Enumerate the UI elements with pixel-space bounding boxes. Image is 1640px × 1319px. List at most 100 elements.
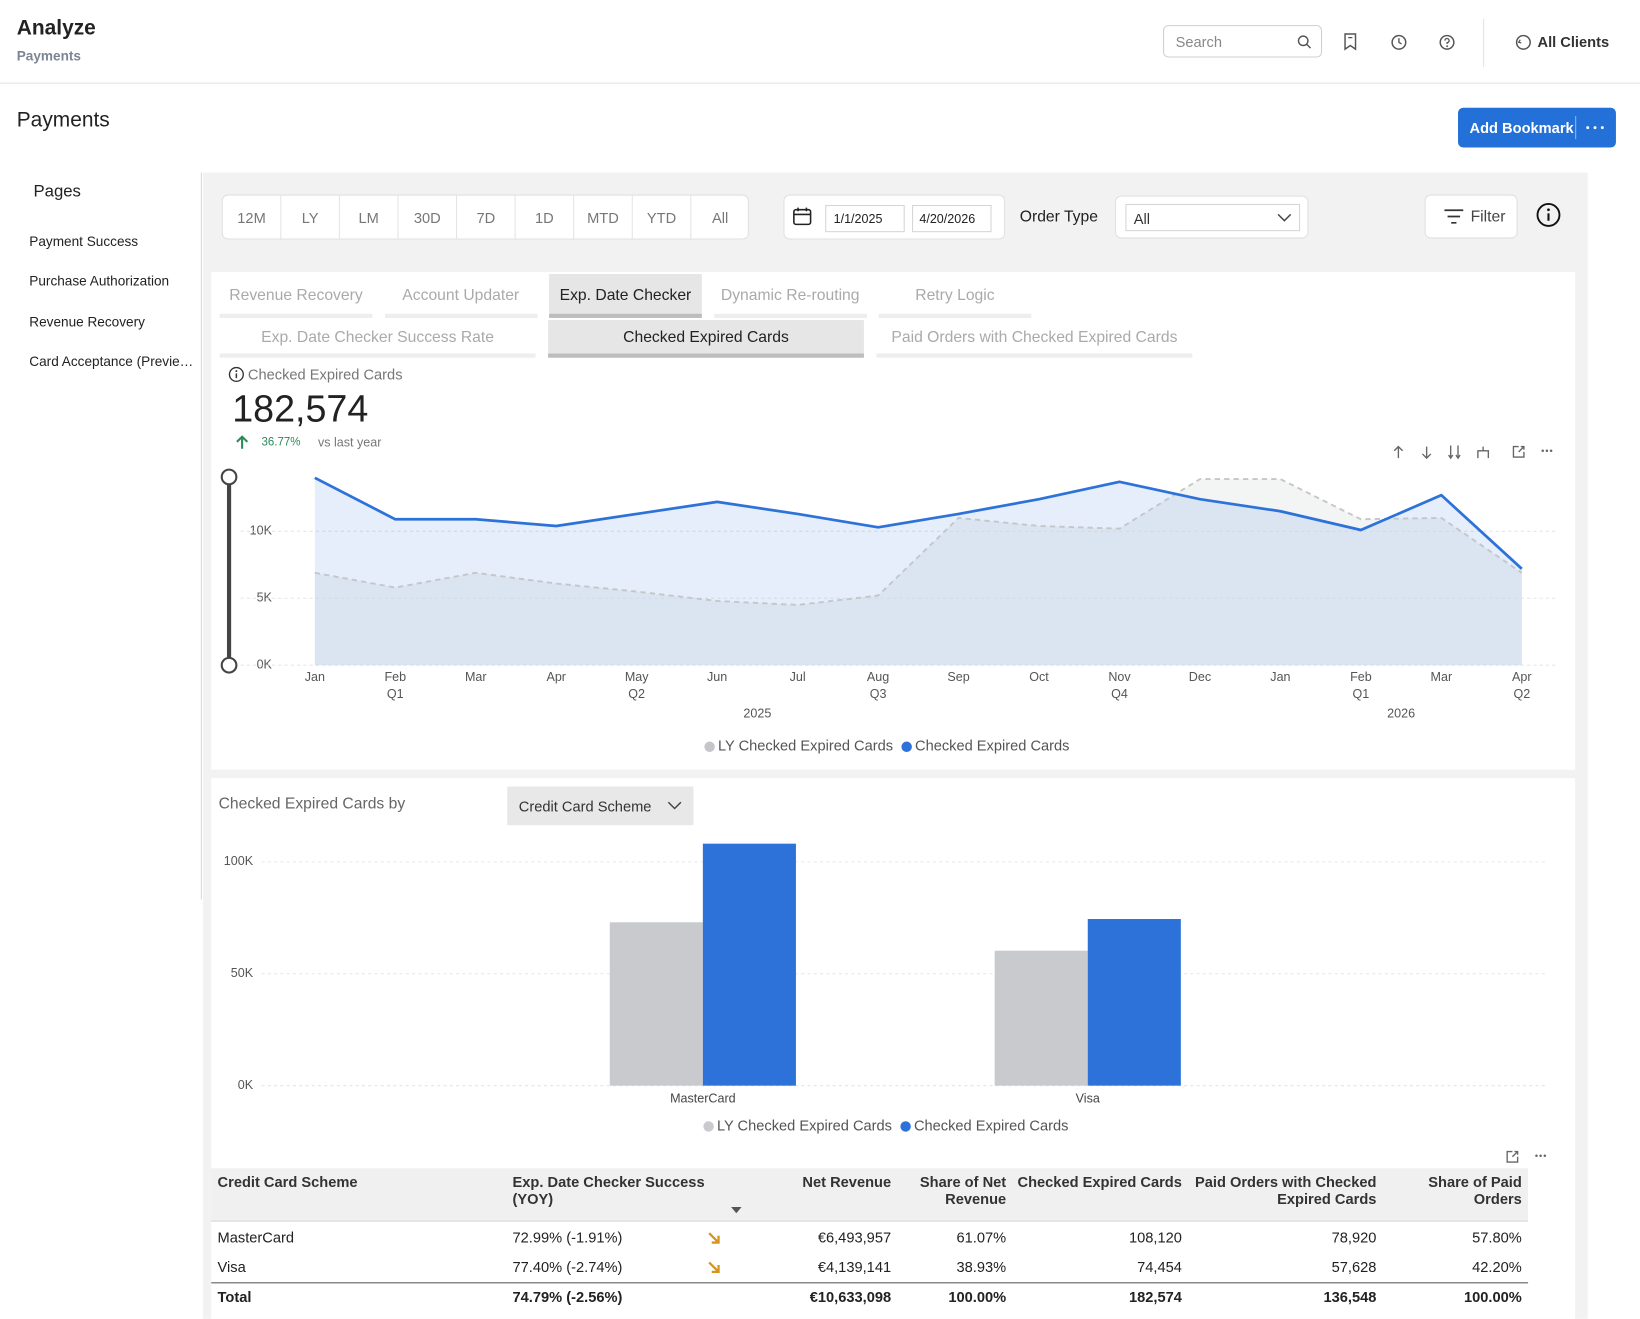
x-tick-label: Jul [790,670,806,684]
sub-tab[interactable]: Paid Orders with Checked Expired Cards [876,320,1193,358]
legend-marker [901,741,912,753]
x-tick-label: Oct [1029,670,1049,684]
start-date[interactable]: 1/1/2025 [825,205,905,233]
sidebar-item[interactable]: Revenue Recovery [29,313,145,330]
column-header[interactable]: Share of Paid Orders [1428,1173,1522,1207]
tab[interactable]: Retry Logic [878,274,1032,318]
add-bookmark-button[interactable]: Add Bookmark [1458,107,1616,148]
column-header[interactable]: Net Revenue [802,1173,892,1191]
sidebar-item[interactable]: Payment Success [29,233,139,249]
x-tick-label: Jan [1270,670,1290,684]
period-button[interactable]: 12M [223,195,282,239]
kpi-change: 36.77% [261,436,301,449]
column-header[interactable]: Share of Net Revenue [919,1173,1007,1207]
legend-marker [703,1121,714,1132]
range-slider[interactable] [220,468,238,674]
period-button[interactable]: All [691,196,747,239]
legend-marker [704,741,715,753]
focus-icon[interactable] [1512,445,1525,458]
total-divider [211,1282,1529,1284]
period-button[interactable]: MTD [574,195,633,239]
app-title: Analyze [16,16,96,40]
x-tick-label: Visa [1076,1092,1100,1106]
table-cell: 108,120 [1128,1228,1182,1246]
x-tick-label: Sep [947,670,969,684]
column-header[interactable]: Credit Card Scheme [217,1173,358,1191]
kpi-info-icon[interactable] [228,366,245,383]
x-tick-label: Jan [305,670,325,684]
x-tick-label: Aug [867,670,889,684]
bookmarks-icon[interactable] [1342,32,1359,51]
legend: LY Checked Expired Cards Checked Expired … [704,739,1069,755]
calendar-icon[interactable] [792,206,813,227]
more-options[interactable] [1535,449,1553,1157]
area-fill [314,479,1522,666]
table-cell: MasterCard [217,1228,295,1246]
dropdown-field: All [1125,203,1301,232]
all-clients[interactable]: All Clients [1537,33,1610,51]
chevron [667,801,682,810]
line [314,478,1523,606]
tab[interactable]: Dynamic Re-routing [713,274,867,318]
period-button[interactable]: 7D [457,195,516,239]
period-button[interactable]: LY [281,195,340,239]
button-label: Add Bookmark [1469,119,1574,136]
drill-up-icon[interactable] [1393,445,1404,459]
period-button[interactable]: 1D [516,195,575,239]
table-cell: 38.93% [956,1258,1007,1275]
more-icon[interactable] [1585,124,1606,130]
column-header[interactable]: Exp. Date Checker Success (YOY) [512,1173,705,1207]
table-cell: 72.99% (-1.91%) [512,1228,623,1246]
column-header[interactable]: Checked Expired Cards [1017,1173,1182,1191]
info-icon[interactable] [1535,202,1561,228]
area-fill [314,477,1522,666]
filter-icon [1444,209,1464,224]
expand-icon[interactable] [1448,445,1461,460]
kpi-comparison: vs last year [317,435,382,450]
dimension-value: Credit Card Scheme [518,798,652,815]
page-title: Payments [16,108,110,132]
focus-icon[interactable] [1506,1150,1519,1163]
chart-toolbar [1393,445,1525,1163]
sub-tab[interactable]: Exp. Date Checker Success Rate [219,320,536,358]
x-tick-label: Feb [384,670,406,684]
top-bar: Analyze Payments Search All Clients [0,0,1640,84]
dimension-dropdown[interactable]: Credit Card Scheme [507,786,694,826]
quarter-label: Q4 [1111,687,1128,701]
x-tick-label: Apr [546,670,566,684]
legend-marker [900,1121,911,1132]
x-tick-label: Apr [1512,670,1532,684]
main-panel: 12M LY LM 30D 7D 1D MTD YTD All 1/1/2025 4/20/20… [202,172,1588,1319]
sidebar-item[interactable]: Purchase Authorization [29,273,170,289]
table-cell: Visa [217,1258,246,1275]
legend-label: LY Checked Expired Cards [717,1118,892,1134]
history-icon[interactable] [1390,33,1408,51]
sidebar-title: Pages [33,183,81,201]
tab[interactable]: Revenue Recovery [219,274,373,318]
sub-tab[interactable]: Checked Expired Cards [548,320,864,358]
button-divider [1575,116,1577,140]
total-cell: €10,633,098 [809,1288,892,1306]
y-tick-label: 0K [257,658,273,672]
hierarchy-icon[interactable] [1477,446,1490,459]
total-cell: Total [217,1288,252,1306]
sidebar-item[interactable]: Card Acceptance (Previe… [29,353,194,370]
legend: LY Checked Expired Cards Checked Expired … [703,1118,1068,1134]
end-date[interactable]: 4/20/2026 [912,205,992,233]
drill-down-icon[interactable] [1421,446,1432,460]
tab[interactable]: Exp. Date Checker [549,274,702,318]
trend-down-icon [708,1232,720,1244]
breadcrumb: Payments [16,48,81,64]
period-button[interactable]: LM [340,195,399,239]
filter-button[interactable]: Filter [1424,194,1518,239]
breakdown-card [211,778,1576,1319]
search-box[interactable]: Search [1163,25,1323,58]
period-button[interactable]: 30D [398,195,458,239]
tab[interactable]: Account Updater [384,274,538,318]
column-header[interactable]: Paid Orders with Checked Expired Cards [1194,1173,1377,1207]
quarter-label: Q2 [1513,687,1530,701]
order-type-dropdown[interactable]: All [1114,195,1309,239]
help-icon[interactable] [1438,33,1456,51]
period-button[interactable]: YTD [633,195,692,239]
